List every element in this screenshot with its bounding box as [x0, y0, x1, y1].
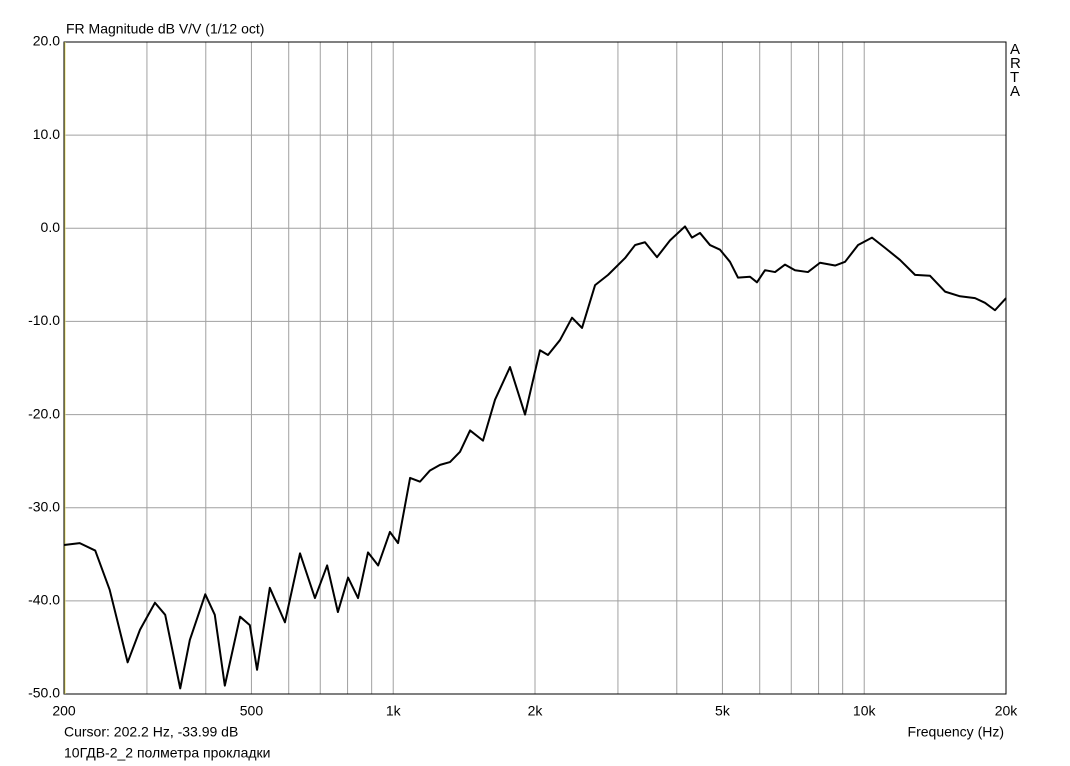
plot-border: [63, 41, 1007, 695]
y-tick-label: -20.0: [28, 405, 60, 421]
x-axis-label: Frequency (Hz): [908, 724, 1004, 740]
y-tick-label: 20.0: [33, 33, 60, 49]
watermark: ARTA: [1010, 41, 1021, 100]
x-tick-label: 5k: [715, 703, 731, 719]
series-name: 10ГДВ-2_2 полметра прокладки: [64, 745, 271, 761]
x-tick-label: 10k: [853, 703, 877, 719]
y-tick-label: 0.0: [41, 219, 61, 235]
y-tick-label: -30.0: [28, 498, 60, 514]
chart-title: FR Magnitude dB V/V (1/12 oct): [66, 21, 264, 37]
x-tick-label: 2k: [528, 703, 544, 719]
cursor-readout: Cursor: 202.2 Hz, -33.99 dB: [64, 724, 238, 740]
x-tick-label: 1k: [386, 703, 402, 719]
x-tick-label: 200: [52, 703, 76, 719]
x-tick-label: 20k: [995, 703, 1019, 719]
y-tick-label: -50.0: [28, 685, 60, 701]
y-tick-label: -40.0: [28, 592, 60, 608]
x-tick-label: 500: [240, 703, 264, 719]
fr-curve: [63, 225, 1007, 690]
y-tick-label: 10.0: [33, 126, 60, 142]
y-tick-label: -10.0: [28, 312, 60, 328]
